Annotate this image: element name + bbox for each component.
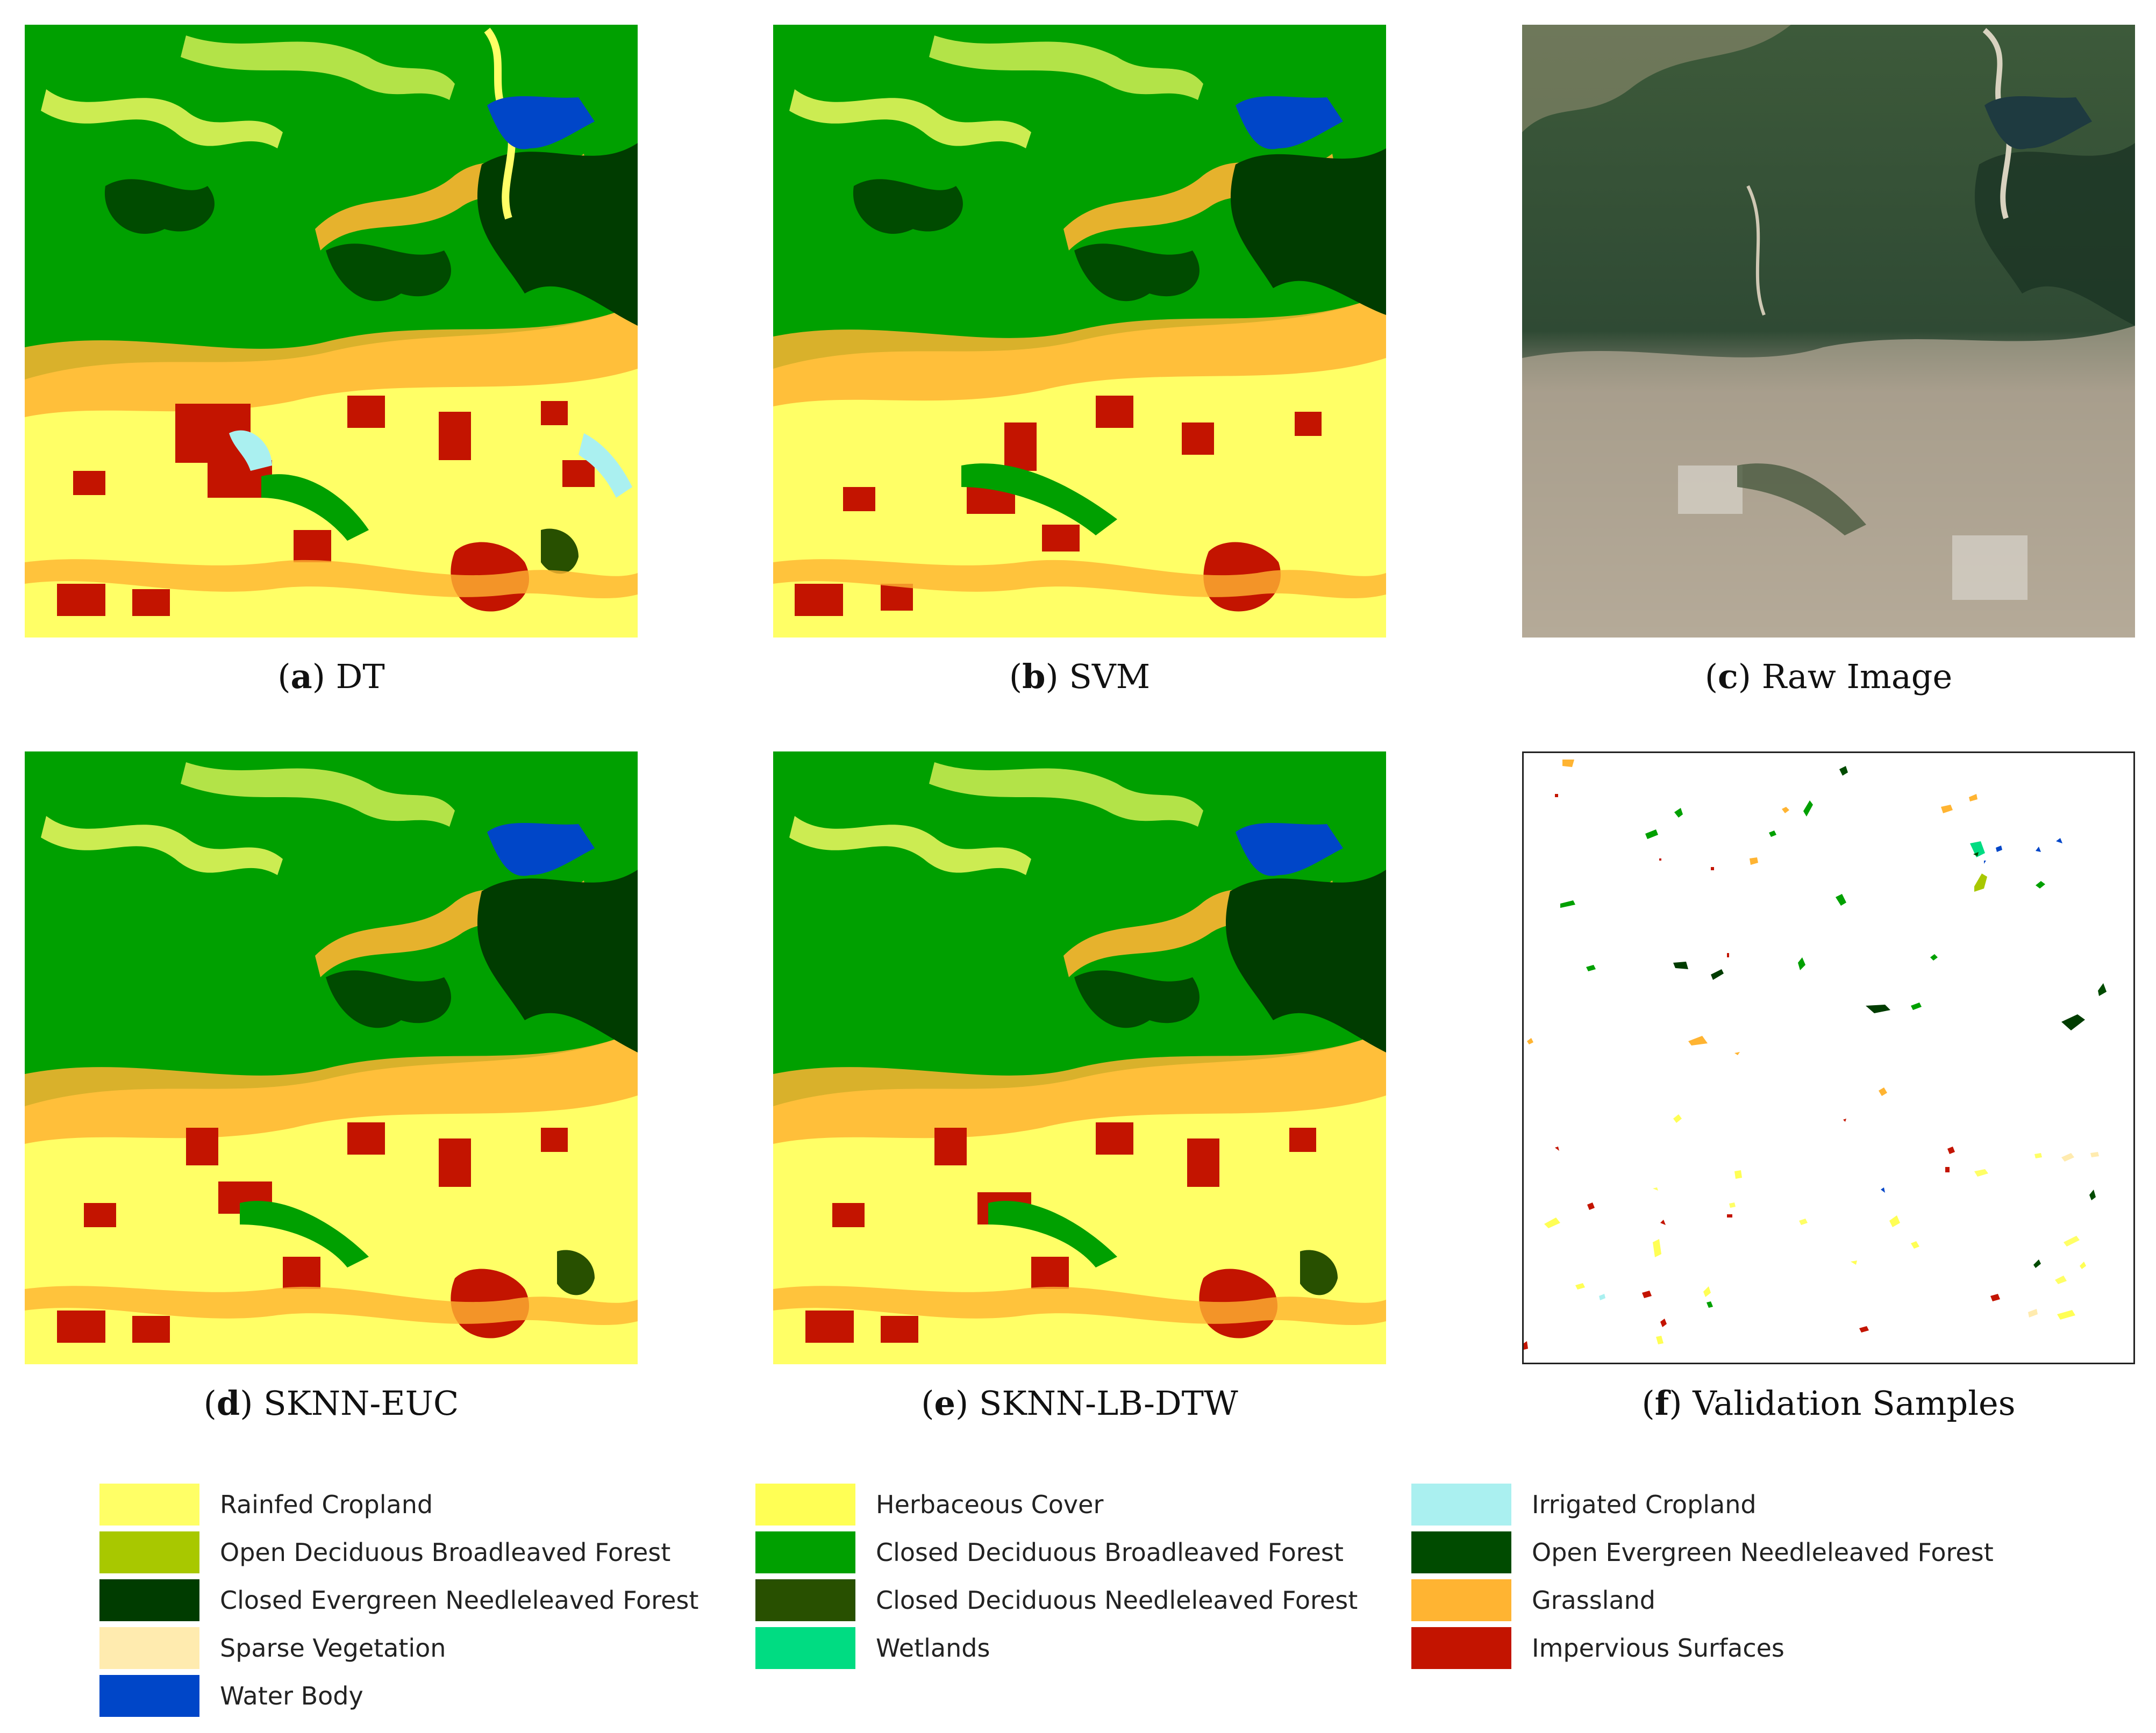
caption-letter: f	[1654, 1384, 1669, 1423]
legend-swatch	[99, 1579, 199, 1621]
caption-letter: e	[934, 1384, 955, 1423]
legend-swatch	[1411, 1627, 1511, 1669]
raw-image	[1522, 25, 2135, 638]
satellite-image	[1522, 25, 2135, 638]
caption-title: SKNN-EUC	[263, 1384, 459, 1423]
legend-label: Irrigated Cropland	[1532, 1490, 1757, 1519]
caption-letter: a	[290, 657, 312, 696]
legend-label: Open Deciduous Broadleaved Forest	[220, 1538, 671, 1567]
map-dt	[25, 25, 638, 638]
legend-label: Sparse Vegetation	[220, 1634, 446, 1663]
caption-d: (d) SKNN-EUC	[203, 1384, 459, 1423]
caption-e: (e) SKNN-LB-DTW	[921, 1384, 1238, 1423]
legend-label: Impervious Surfaces	[1532, 1634, 1784, 1663]
legend-label: Rainfed Cropland	[220, 1490, 433, 1519]
map-sknn-lb-dtw	[773, 751, 1386, 1364]
legend-swatch	[99, 1531, 199, 1573]
legend-swatch	[755, 1579, 855, 1621]
classification-map-sknn-euc	[25, 751, 638, 1364]
legend-swatch	[99, 1627, 199, 1669]
legend-swatch	[99, 1675, 199, 1717]
caption-a: (a) DT	[277, 657, 385, 696]
classification-map-sknn-lb-dtw	[773, 751, 1386, 1364]
caption-f: (f) Validation Samples	[1641, 1384, 2016, 1423]
caption-title: DT	[335, 657, 385, 696]
legend-label: Herbaceous Cover	[876, 1490, 1104, 1519]
caption-title: Validation Samples	[1693, 1384, 2016, 1423]
caption-b: (b) SVM	[1009, 657, 1151, 696]
map-svm	[773, 25, 1386, 638]
map-sknn-euc	[25, 751, 638, 1364]
legend-label: Open Evergreen Needleleaved Forest	[1532, 1538, 1994, 1567]
legend-swatch	[755, 1484, 855, 1526]
legend-label: Closed Deciduous Broadleaved Forest	[876, 1538, 1344, 1567]
classification-map-svm	[773, 25, 1386, 638]
legend-swatch	[1411, 1579, 1511, 1621]
legend-swatch	[755, 1531, 855, 1573]
legend-label: Wetlands	[876, 1634, 990, 1663]
legend-swatch	[1411, 1531, 1511, 1573]
legend: Rainfed Cropland Herbaceous Cover Irriga…	[99, 1484, 2057, 1720]
caption-c: (c) Raw Image	[1704, 657, 1953, 696]
caption-title: SKNN-LB-DTW	[979, 1384, 1238, 1423]
caption-letter: b	[1022, 657, 1046, 696]
classification-map-dt	[25, 25, 638, 638]
caption-letter: d	[216, 1384, 240, 1423]
legend-swatch	[1411, 1484, 1511, 1526]
legend-swatch	[755, 1627, 855, 1669]
validation-samples	[1524, 760, 2107, 1350]
legend-label: Water Body	[220, 1681, 363, 1710]
caption-title: Raw Image	[1761, 657, 1953, 696]
legend-label: Closed Deciduous Needleleaved Forest	[876, 1586, 1358, 1615]
legend-swatch	[99, 1484, 199, 1526]
legend-label: Closed Evergreen Needleleaved Forest	[220, 1586, 699, 1615]
caption-title: SVM	[1069, 657, 1151, 696]
caption-letter: c	[1718, 657, 1738, 696]
legend-label: Grassland	[1532, 1586, 1655, 1615]
validation-samples-map	[1522, 751, 2135, 1364]
